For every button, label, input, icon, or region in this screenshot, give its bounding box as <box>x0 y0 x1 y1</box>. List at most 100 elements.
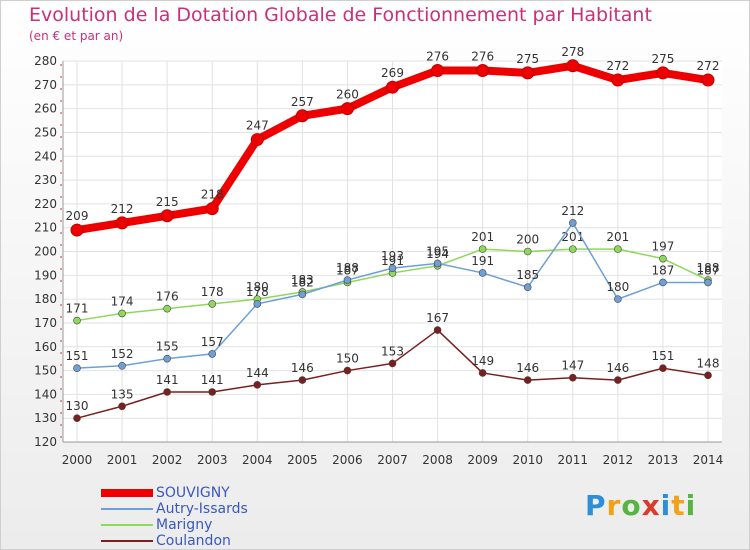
data-label: 150 <box>336 352 359 366</box>
data-label: 194 <box>426 247 449 261</box>
data-label: 201 <box>471 230 494 244</box>
data-point <box>163 388 171 396</box>
data-point <box>118 309 126 318</box>
data-label: 188 <box>697 261 720 275</box>
brand-letter: i <box>660 489 672 522</box>
data-label: 147 <box>561 359 584 373</box>
x-tick-label: 2003 <box>197 453 228 467</box>
x-tick-label: 2005 <box>287 453 318 467</box>
data-point <box>614 295 622 303</box>
x-tick-label: 2007 <box>377 453 408 467</box>
data-label: 180 <box>606 280 629 294</box>
y-tick-label: 190 <box>34 268 57 282</box>
data-label: 275 <box>516 52 539 66</box>
data-point <box>611 73 625 87</box>
x-tick-label: 2010 <box>512 453 543 467</box>
data-label: 209 <box>66 209 89 223</box>
data-label: 167 <box>426 311 449 325</box>
legend-swatch-coulandon <box>101 540 153 542</box>
data-label: 260 <box>336 88 359 102</box>
data-point <box>118 361 126 370</box>
data-label: 215 <box>156 195 179 209</box>
data-point <box>659 364 667 372</box>
data-label: 141 <box>201 373 224 387</box>
x-tick-label: 2006 <box>332 453 363 467</box>
x-tick-label: 2002 <box>152 453 183 467</box>
data-point <box>568 245 577 253</box>
data-point <box>614 376 622 384</box>
data-label: 212 <box>111 202 134 216</box>
data-point <box>253 381 262 389</box>
legend-swatch-marigny <box>101 524 153 526</box>
x-tick-label: 2012 <box>603 453 634 467</box>
data-point <box>73 414 81 422</box>
data-point <box>388 264 397 272</box>
data-label: 257 <box>291 95 314 109</box>
data-label: 269 <box>381 66 404 80</box>
series-coulandon: 130 135 141 141 144 146 150 153 167 149 146 147 146 1… <box>66 311 719 422</box>
data-label: 272 <box>697 59 720 73</box>
brand-letter: t <box>671 489 686 522</box>
y-tick-label: 130 <box>34 411 57 425</box>
y-tick-label: 220 <box>34 197 57 211</box>
data-point <box>208 388 217 396</box>
data-point <box>656 66 670 80</box>
data-point <box>701 73 715 87</box>
data-label: 155 <box>156 340 179 354</box>
data-point <box>568 373 577 382</box>
data-point <box>298 290 307 299</box>
x-tick-label: 2000 <box>62 453 93 467</box>
data-point <box>614 245 622 253</box>
data-label: 178 <box>201 285 224 299</box>
data-point <box>253 300 262 308</box>
data-label: 276 <box>426 50 449 64</box>
data-point <box>568 219 577 227</box>
y-tick-label: 270 <box>34 78 57 92</box>
data-label: 187 <box>697 263 720 277</box>
data-point <box>478 369 487 377</box>
y-tick-label: 240 <box>34 149 57 163</box>
x-tick-label: 2001 <box>107 453 138 467</box>
x-tick-label: 2011 <box>558 453 589 467</box>
legend-swatch-autry-issards <box>101 508 153 510</box>
data-label: 157 <box>201 335 224 349</box>
data-label: 275 <box>651 52 674 66</box>
chart-title: Evolution de la Dotation Globale de Fonc… <box>29 4 652 26</box>
data-point <box>163 304 171 313</box>
data-point <box>115 216 129 230</box>
data-point <box>250 133 264 147</box>
y-tick-label: 280 <box>34 54 57 68</box>
brand-letter: x <box>641 489 661 522</box>
data-label: 146 <box>291 361 314 375</box>
data-label: 218 <box>201 188 224 202</box>
data-label: 272 <box>606 59 629 73</box>
y-tick-label: 140 <box>34 387 57 401</box>
data-point <box>704 371 712 380</box>
brand-letter: i <box>685 489 697 522</box>
data-label: 200 <box>516 233 539 247</box>
y-tick-label: 200 <box>34 245 57 259</box>
data-label: 171 <box>66 302 89 316</box>
legend-label: Autry-Issards <box>156 501 248 517</box>
data-point <box>160 209 174 223</box>
chart-subtitle: (en € et par an) <box>29 29 124 43</box>
data-label: 146 <box>516 361 539 375</box>
data-label: 144 <box>246 366 269 380</box>
legend-label: SOUVIGNY <box>156 485 230 501</box>
data-label: 187 <box>651 263 674 277</box>
data-label: 153 <box>381 344 404 358</box>
data-label: 146 <box>606 361 629 375</box>
data-label: 188 <box>336 261 359 275</box>
data-label: 197 <box>651 240 674 254</box>
y-tick-label: 260 <box>34 102 57 116</box>
data-point <box>208 300 217 308</box>
data-point <box>118 402 126 411</box>
data-label: 141 <box>156 373 179 387</box>
data-label: 174 <box>111 294 134 308</box>
data-label: 247 <box>246 119 269 133</box>
data-point <box>523 247 532 256</box>
data-label: 151 <box>651 349 674 363</box>
data-point <box>340 102 354 116</box>
